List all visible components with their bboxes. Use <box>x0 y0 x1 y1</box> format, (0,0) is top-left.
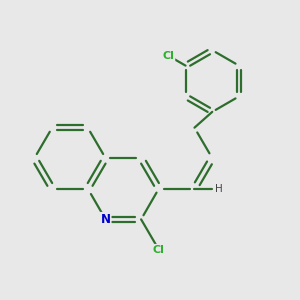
Text: Cl: Cl <box>163 51 174 61</box>
Text: N: N <box>100 213 110 226</box>
Text: Cl: Cl <box>153 245 165 255</box>
Text: H: H <box>215 184 223 194</box>
